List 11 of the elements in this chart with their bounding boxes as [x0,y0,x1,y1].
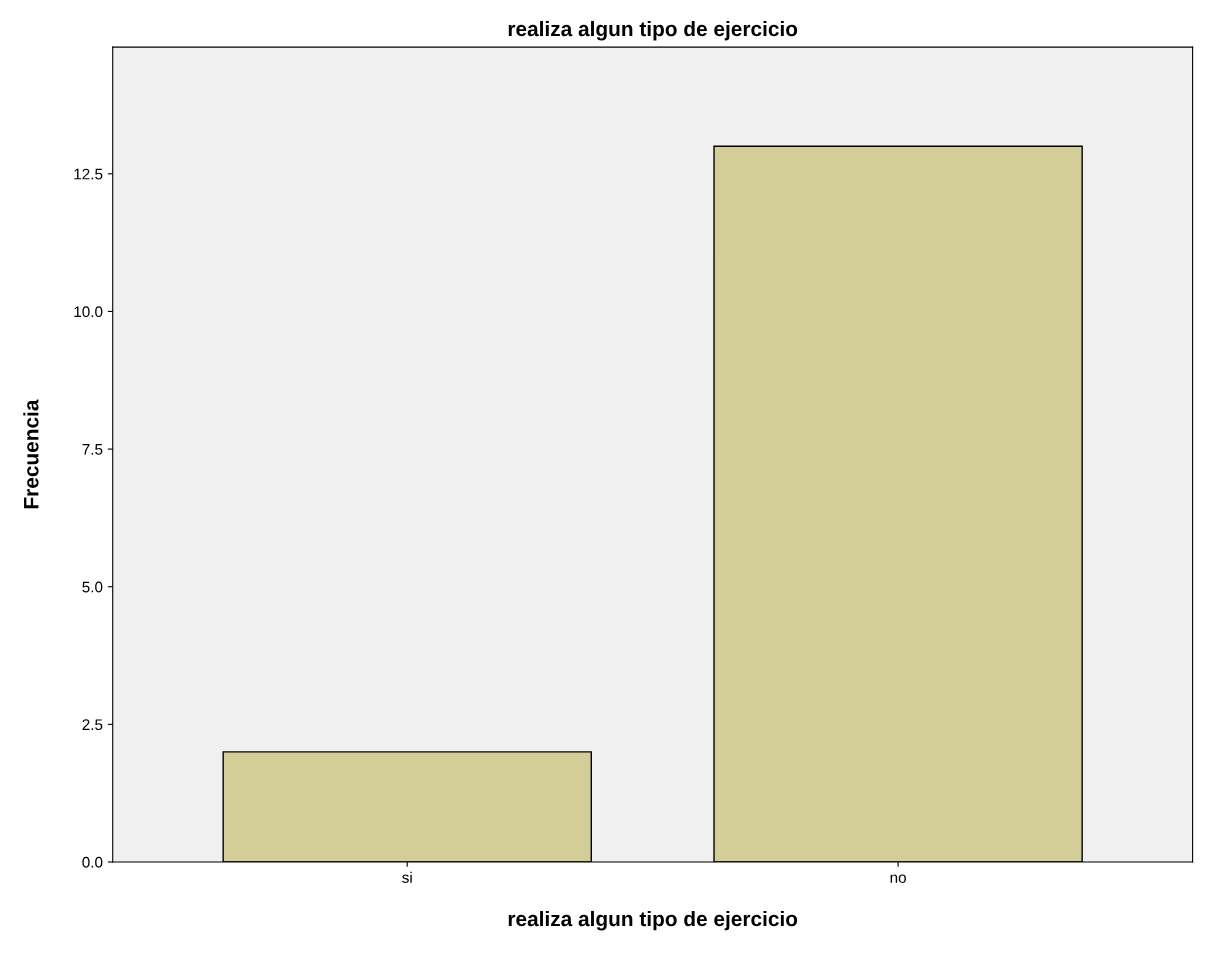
y-tick-label: 12.5 [74,168,103,180]
x-tick-label: no [890,874,906,883]
y-tick-label: 2.5 [82,719,103,731]
y-axis-title: Frecuencia [23,399,39,509]
y-tick-label: 7.5 [82,444,103,455]
chart-title: realiza algun tipo de ejercicio [508,20,798,41]
y-tick-label: 10.0 [74,306,103,318]
x-tick-label: si [402,871,412,883]
x-axis-title: realiza algun tipo de ejercicio [508,910,798,931]
y-tick-label: 0.0 [82,856,103,868]
y-tick-label: 5.0 [82,581,103,593]
